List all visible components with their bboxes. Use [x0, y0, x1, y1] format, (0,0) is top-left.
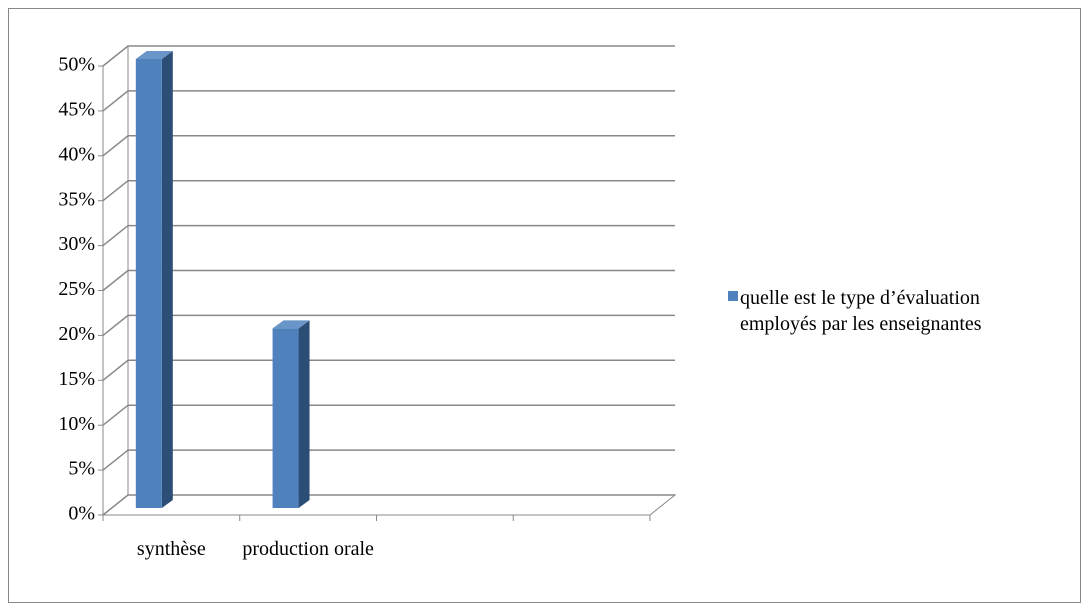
y-tick-label: 15% [58, 368, 95, 390]
chart-border [8, 8, 1081, 603]
bar-side [161, 51, 173, 508]
y-tick-label: 0% [68, 503, 95, 525]
bar [272, 328, 299, 508]
grid-line [102, 269, 675, 292]
y-tick-label: 30% [58, 233, 95, 255]
grid-line [102, 404, 675, 426]
y-tick-label: 50% [58, 54, 95, 76]
legend-label: quelle est le type d’évaluation employés… [740, 287, 982, 335]
bar-top [135, 51, 173, 59]
grid-line [102, 179, 675, 202]
bar [135, 59, 162, 508]
y-tick-label: 35% [58, 188, 95, 210]
x-tick-label: synthèse [136, 538, 206, 560]
grid-line [102, 224, 675, 247]
floor [101, 494, 677, 516]
y-tick-label: 5% [68, 458, 95, 480]
legend-swatch [728, 291, 738, 301]
grid-line [102, 314, 675, 336]
y-tick-label: 20% [58, 323, 95, 345]
back-wall-edge [102, 45, 675, 67]
grid-line [102, 90, 675, 112]
y-tick-label: 25% [58, 278, 95, 300]
x-tick-label: production orale [242, 538, 374, 560]
grid-line [102, 359, 675, 381]
grid-line [102, 494, 675, 516]
grid-line [102, 135, 675, 157]
bar-side [298, 320, 310, 508]
bar-top [272, 320, 310, 329]
grid-line [102, 45, 675, 67]
y-tick-label: 10% [58, 413, 95, 435]
y-tick-label: 45% [58, 98, 95, 120]
y-tick-label: 40% [58, 143, 95, 165]
grid-line [102, 449, 675, 471]
